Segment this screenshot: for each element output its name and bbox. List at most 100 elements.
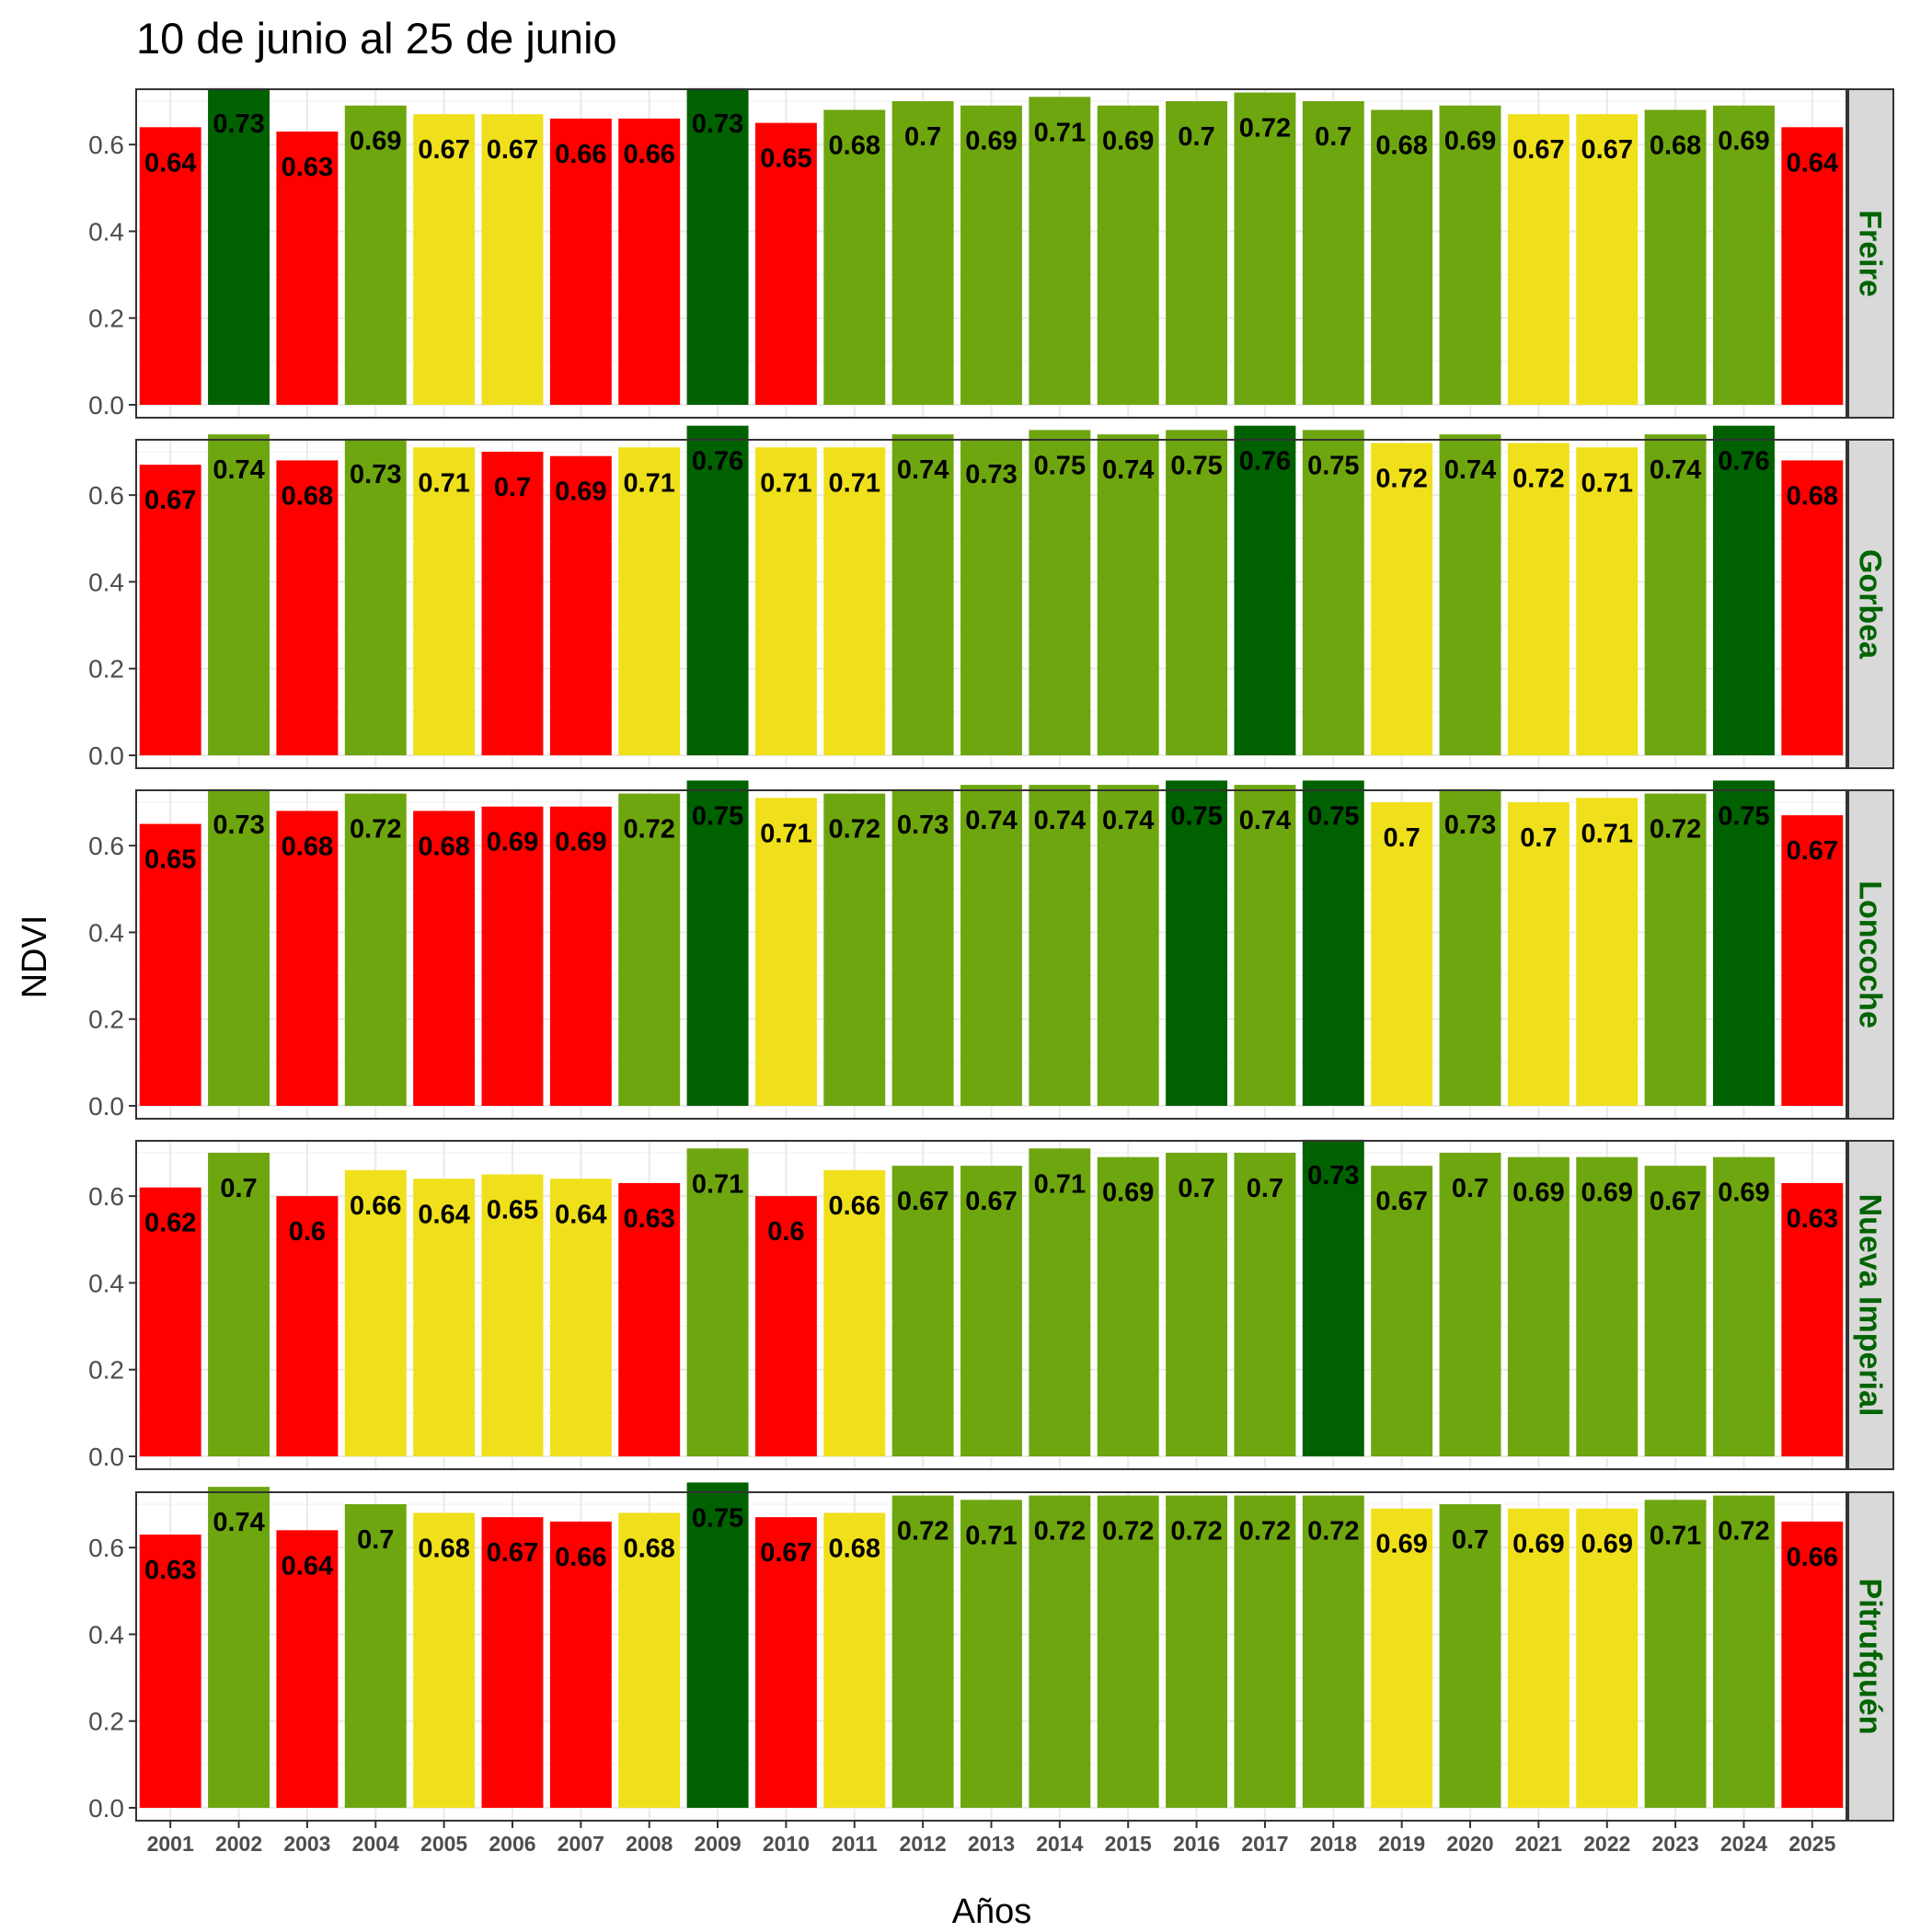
value-label: 0.67 (418, 135, 469, 165)
bar-Nueva Imperial-2015 (1097, 1156, 1159, 1456)
value-label: 0.63 (144, 1556, 196, 1585)
bar-Loncoche-2021 (1507, 802, 1570, 1106)
bar-Loncoche-2024 (1712, 780, 1775, 1106)
bar-Loncoche-2008 (618, 793, 681, 1106)
bar-Gorbea-2001 (139, 465, 201, 755)
bar-Pitrufquén-2018 (1302, 1495, 1364, 1808)
value-label: 0.68 (418, 832, 469, 861)
bar-Pitrufquén-2009 (686, 1482, 749, 1808)
bar-Gorbea-2010 (754, 447, 817, 755)
y-axis-title: NDVI (16, 915, 54, 999)
value-label: 0.72 (1102, 1517, 1154, 1547)
value-label: 0.71 (418, 468, 469, 498)
bar-Nueva Imperial-2006 (481, 1174, 544, 1456)
bar-Pitrufquén-2022 (1576, 1508, 1639, 1808)
bar-Loncoche-2020 (1439, 788, 1501, 1106)
x-tick-label: 2007 (558, 1832, 604, 1856)
value-label: 0.67 (1787, 836, 1838, 866)
value-label: 0.73 (213, 109, 264, 139)
bar-Freire-2023 (1644, 109, 1707, 405)
bar-Nueva Imperial-2008 (618, 1183, 681, 1456)
bar-Nueva Imperial-2025 (1781, 1183, 1844, 1456)
bar-Loncoche-2015 (1097, 785, 1159, 1106)
panel-border (135, 789, 1847, 1120)
bar-Freire-2009 (686, 87, 749, 405)
bar-Pitrufquén-2010 (754, 1517, 817, 1808)
bar-Nueva Imperial-2024 (1712, 1156, 1775, 1456)
value-label: 0.68 (1787, 481, 1838, 511)
value-label: 0.65 (487, 1196, 538, 1225)
bar-Freire-2002 (208, 87, 270, 405)
bar-Loncoche-2022 (1576, 798, 1639, 1106)
value-label: 0.63 (1787, 1204, 1838, 1234)
value-label: 0.72 (1170, 1517, 1222, 1547)
bar-Pitrufquén-2017 (1234, 1495, 1296, 1808)
bar-Loncoche-2011 (823, 793, 886, 1106)
panel-0: 0.0 0.2 0.4 0.6 0.64 0.73 0.63 0.69 0.67 0.67 0.66… (88, 87, 1894, 420)
value-label: 0.72 (1375, 465, 1427, 494)
x-tick-label: 2008 (626, 1832, 673, 1856)
bar-Loncoche-2017 (1234, 785, 1296, 1106)
bar-Gorbea-2020 (1439, 434, 1501, 755)
value-label: 0.73 (1444, 811, 1496, 840)
y-tick-label: 0.4 (88, 217, 124, 246)
bar-Gorbea-2003 (276, 460, 339, 755)
facet-strip (1847, 1140, 1894, 1470)
bar-Pitrufquén-2015 (1097, 1495, 1159, 1808)
value-label: 0.67 (1581, 135, 1633, 165)
bar-Gorbea-2005 (413, 447, 476, 755)
value-label: 0.73 (965, 460, 1017, 489)
value-label: 0.6 (767, 1217, 804, 1247)
panel-2: 0.0 0.2 0.4 0.6 0.65 0.73 0.68 0.72 0.68 0.69 0.69… (88, 780, 1894, 1121)
value-label: 0.73 (1307, 1161, 1359, 1190)
bar-Nueva Imperial-2016 (1166, 1153, 1228, 1456)
bar-Nueva Imperial-2019 (1371, 1166, 1433, 1456)
value-label: 0.73 (897, 811, 949, 840)
bar-Gorbea-2012 (891, 434, 954, 755)
value-label: 0.68 (623, 1534, 674, 1563)
value-label: 0.71 (623, 468, 674, 498)
x-tick-label: 2011 (832, 1832, 878, 1856)
bar-Loncoche-2007 (549, 806, 612, 1106)
y-tick-label: 0.0 (88, 391, 124, 420)
value-label: 0.7 (494, 473, 531, 502)
bar-Gorbea-2006 (481, 452, 544, 755)
value-label: 0.7 (220, 1174, 257, 1203)
bar-Nueva Imperial-2022 (1576, 1156, 1639, 1456)
bar-Gorbea-2015 (1097, 434, 1159, 755)
bar-Nueva Imperial-2017 (1234, 1153, 1296, 1456)
value-label: 0.64 (282, 1551, 333, 1581)
x-tick-label: 2015 (1105, 1832, 1152, 1856)
bar-Gorbea-2009 (686, 425, 749, 755)
bar-Nueva Imperial-2011 (823, 1169, 886, 1456)
value-label: 0.72 (1239, 114, 1291, 144)
x-axis: 2001 2002 2003 2004 2005 2006 2007 2008 2009 2010… (147, 1821, 1836, 1856)
value-label: 0.72 (1239, 1517, 1291, 1547)
x-tick-label: 2018 (1310, 1832, 1357, 1856)
bar-Freire-2003 (276, 132, 339, 405)
bar-Gorbea-2023 (1644, 434, 1707, 755)
value-label: 0.75 (1307, 451, 1359, 480)
value-label: 0.7 (1315, 122, 1351, 152)
value-label: 0.74 (213, 1508, 264, 1537)
bar-Freire-2021 (1507, 114, 1570, 406)
y-tick-label: 0.0 (88, 1794, 124, 1823)
value-label: 0.69 (555, 828, 606, 857)
panel-border (135, 88, 1847, 419)
value-label: 0.69 (1512, 1179, 1564, 1208)
bar-Freire-2020 (1439, 105, 1501, 405)
value-label: 0.7 (1178, 122, 1214, 152)
bar-Nueva Imperial-2004 (344, 1169, 407, 1456)
value-label: 0.71 (965, 1521, 1017, 1550)
value-label: 0.74 (1444, 455, 1496, 485)
bar-Loncoche-2010 (754, 798, 817, 1106)
bar-Gorbea-2008 (618, 447, 681, 755)
bar-Nueva Imperial-2023 (1644, 1166, 1707, 1456)
value-label: 0.71 (1034, 1169, 1086, 1199)
bar-Gorbea-2025 (1781, 460, 1844, 755)
value-label: 0.68 (418, 1534, 469, 1563)
bar-Pitrufquén-2019 (1371, 1508, 1433, 1808)
x-tick-label: 2021 (1515, 1832, 1562, 1856)
value-label: 0.69 (1444, 127, 1496, 156)
x-tick-label: 2016 (1173, 1832, 1220, 1856)
